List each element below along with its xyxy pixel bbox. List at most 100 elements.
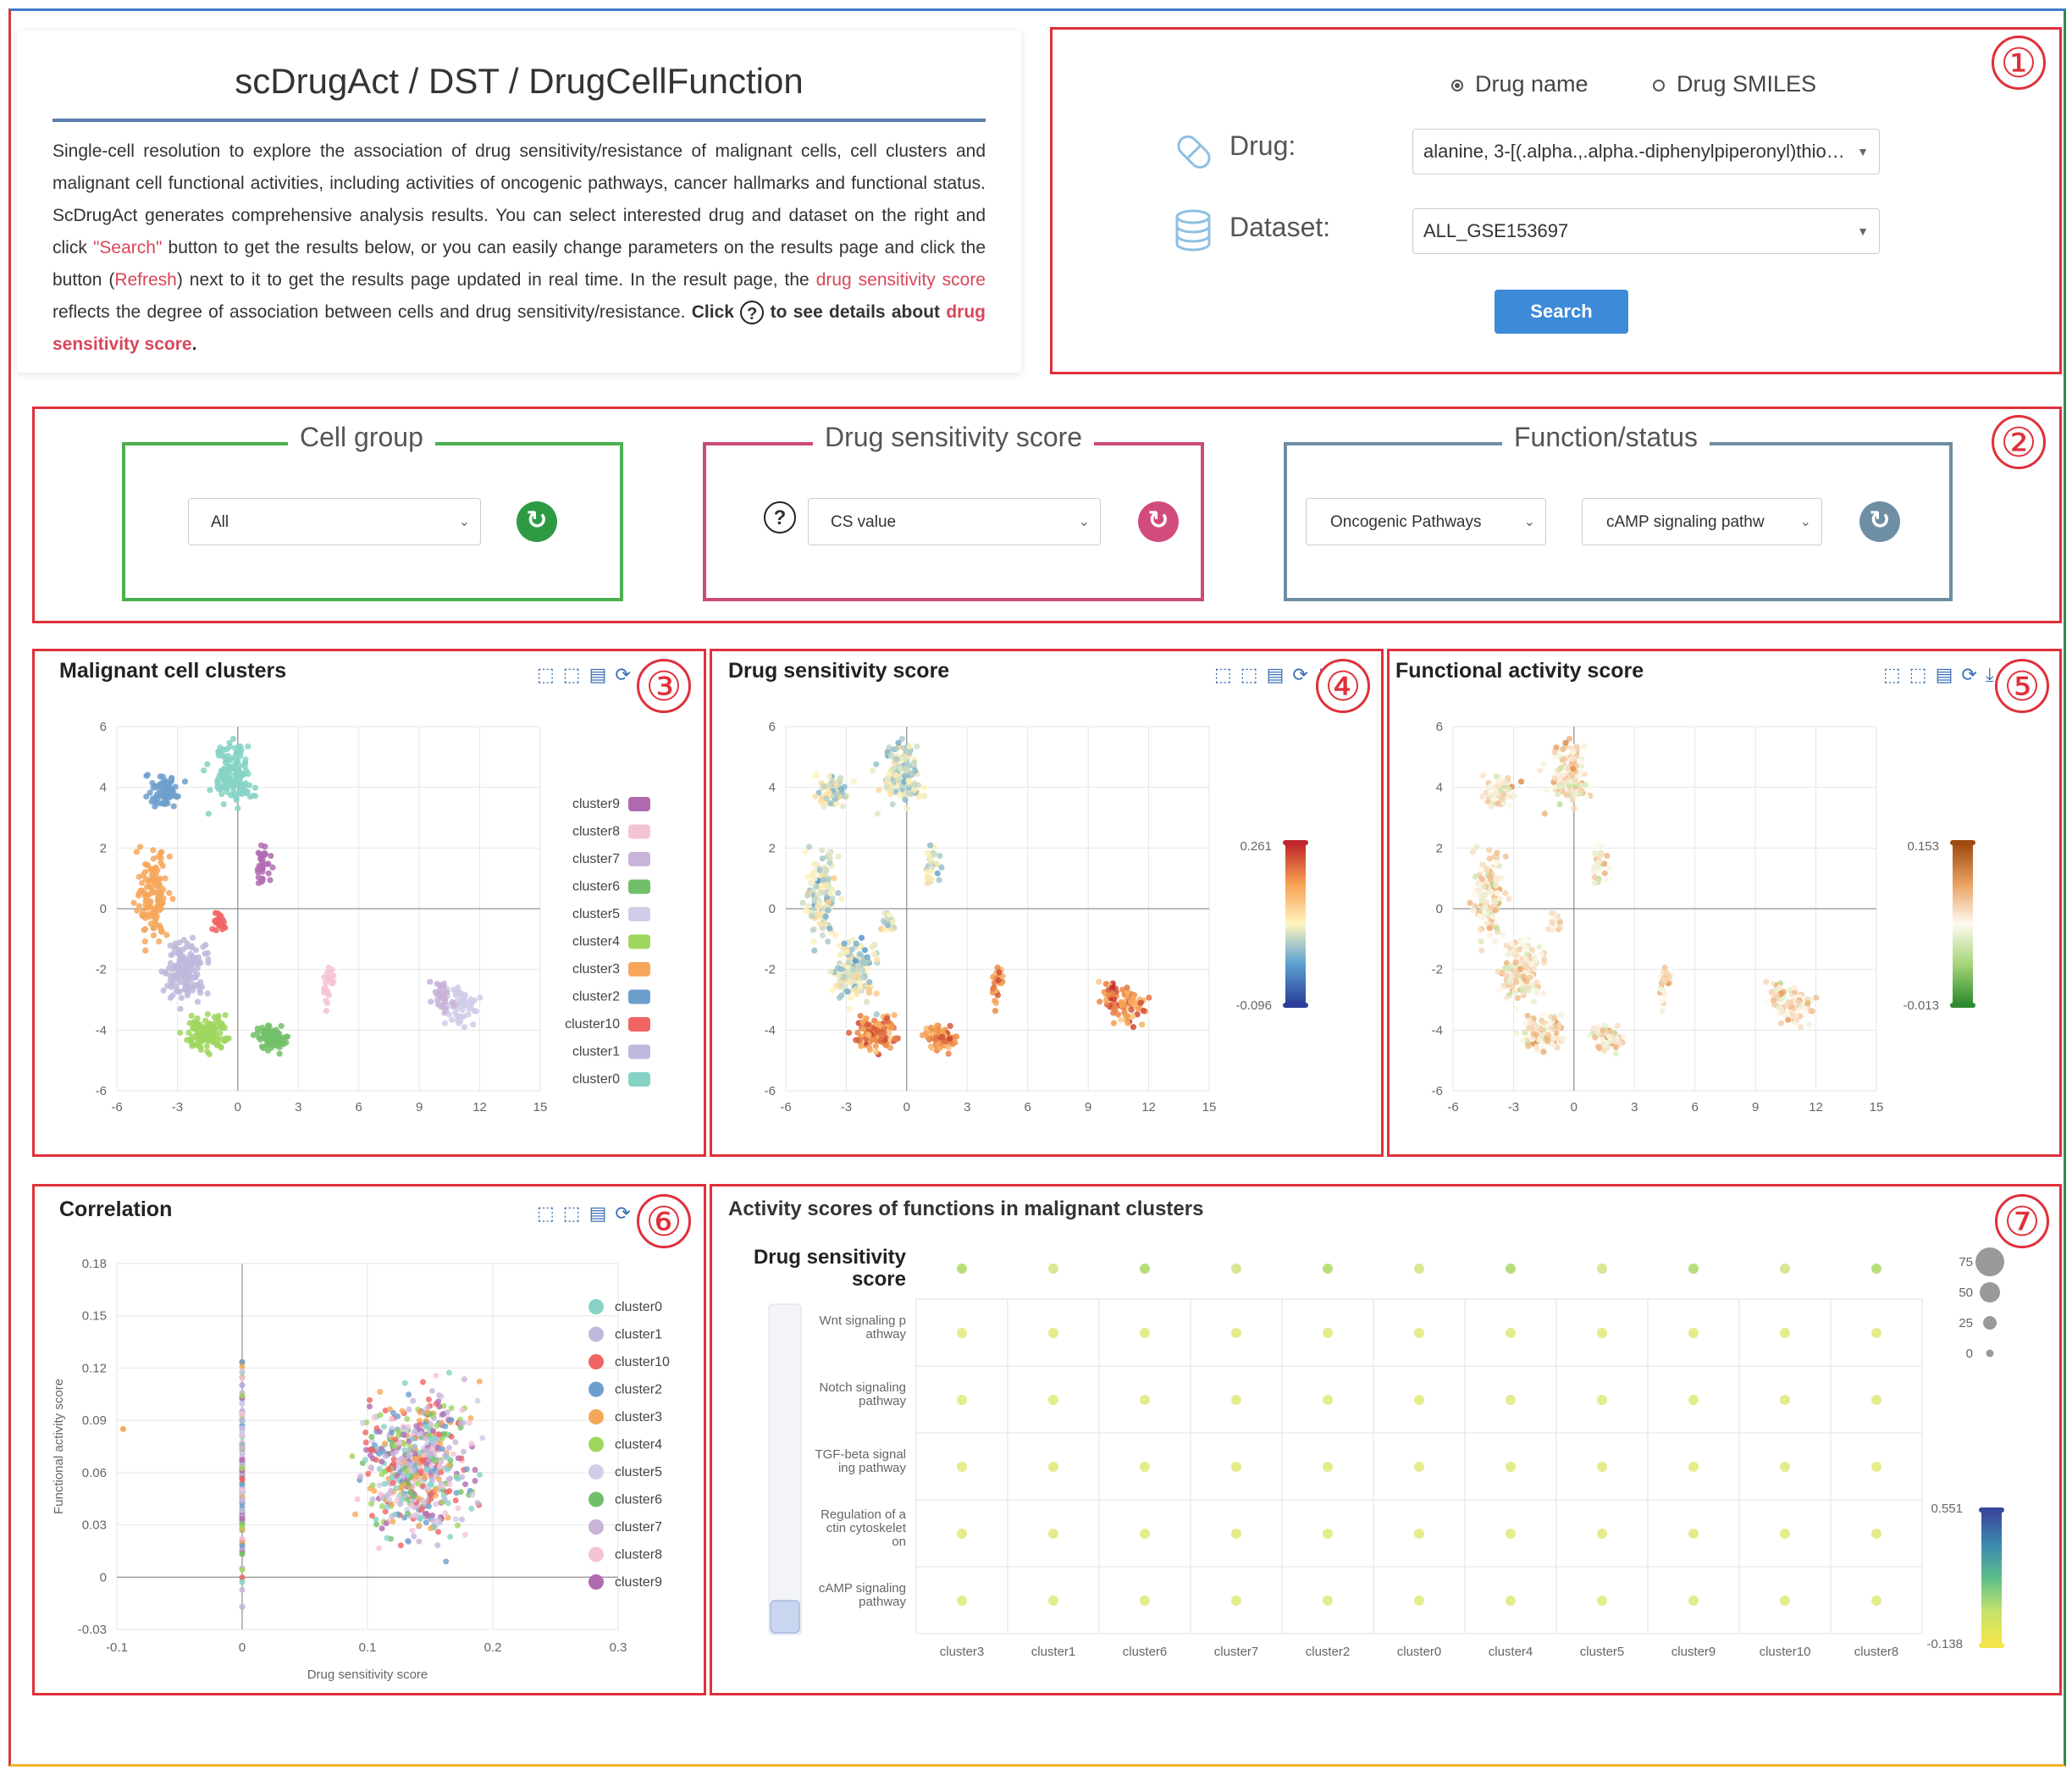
x-tick-label: 12 xyxy=(1141,1100,1156,1115)
data-point xyxy=(188,1012,195,1020)
data-point xyxy=(932,1027,939,1034)
dataset-select[interactable]: ALL_GSE153697 ▼ xyxy=(1412,208,1880,254)
data-point xyxy=(251,784,259,791)
data-point xyxy=(265,1042,272,1048)
data-point xyxy=(204,761,211,768)
column-label: cluster6 xyxy=(1123,1645,1168,1659)
data-point xyxy=(1581,743,1588,749)
data-point xyxy=(265,860,272,867)
data-point xyxy=(1482,891,1489,898)
restore-icon[interactable]: ⟳ xyxy=(615,1203,639,1224)
data-point xyxy=(428,1387,435,1394)
data-view-icon[interactable]: ▤ xyxy=(588,664,616,685)
restore-icon[interactable]: ⟳ xyxy=(1292,664,1317,685)
zoom-icon[interactable]: ⬚ xyxy=(1883,664,1909,685)
data-point xyxy=(390,1518,396,1525)
legend-swatch xyxy=(588,1381,604,1397)
data-point xyxy=(1555,753,1562,760)
restore-icon[interactable]: ⟳ xyxy=(1961,664,1986,685)
data-point xyxy=(870,950,877,957)
data-point xyxy=(435,1519,442,1526)
data-point xyxy=(445,1445,452,1452)
help-icon[interactable]: ? xyxy=(740,301,765,325)
data-point xyxy=(445,1500,451,1507)
data-view-icon[interactable]: ▤ xyxy=(1935,664,1962,685)
data-point xyxy=(359,1419,366,1426)
data-point xyxy=(1579,767,1586,774)
zoom-reset-icon[interactable]: ⬚ xyxy=(1909,664,1936,685)
data-point xyxy=(1482,910,1489,917)
search-button[interactable]: Search xyxy=(1495,290,1628,334)
radio-drug-smiles[interactable]: Drug SMILES xyxy=(1653,71,1816,97)
heat-dot xyxy=(1688,1462,1699,1472)
zoom-icon[interactable]: ⬚ xyxy=(1214,664,1240,685)
data-point xyxy=(937,852,943,860)
data-point xyxy=(366,1397,373,1403)
cell-group-refresh-icon[interactable]: ↻ xyxy=(517,501,557,542)
data-point xyxy=(213,926,219,934)
desc-refresh-link[interactable]: Refresh xyxy=(114,270,177,290)
radio-drug-name[interactable]: Drug name xyxy=(1451,71,1589,97)
zoom-icon[interactable]: ⬚ xyxy=(537,664,563,685)
data-point xyxy=(441,1009,448,1016)
data-point xyxy=(825,907,832,914)
data-point xyxy=(1620,1033,1627,1040)
dss-select[interactable]: CS value ⌄ xyxy=(808,498,1101,545)
cell-group-select[interactable]: All ⌄ xyxy=(188,498,481,545)
data-point xyxy=(820,925,826,932)
dss-refresh-icon[interactable]: ↻ xyxy=(1138,501,1179,542)
function-refresh-icon[interactable]: ↻ xyxy=(1859,501,1900,542)
desc-search-link[interactable]: "Search" xyxy=(92,238,163,257)
malignant-title: Malignant cell clusters xyxy=(59,659,287,683)
data-point xyxy=(477,1471,483,1478)
function-category-select[interactable]: Oncogenic Pathways ⌄ xyxy=(1306,498,1546,545)
data-point xyxy=(383,1520,390,1527)
data-point xyxy=(369,1446,376,1453)
top-row-label: score xyxy=(852,1268,906,1291)
data-point xyxy=(1605,864,1612,871)
data-point xyxy=(461,1024,468,1031)
zoom-icon[interactable]: ⬚ xyxy=(537,1203,563,1224)
zoom-reset-icon[interactable]: ⬚ xyxy=(562,1203,589,1224)
data-point xyxy=(1486,932,1494,939)
download-icon[interactable]: ⤓ xyxy=(1985,664,2003,685)
data-point xyxy=(1603,877,1610,883)
zoom-reset-icon[interactable]: ⬚ xyxy=(1240,664,1267,685)
heat-dot xyxy=(1231,1529,1241,1539)
data-point xyxy=(415,1480,422,1487)
drug-select[interactable]: alanine, 3-[(.alpha.,.alpha.-diphenylpip… xyxy=(1412,129,1880,174)
data-point xyxy=(1487,925,1494,932)
data-point xyxy=(222,1011,229,1019)
data-point xyxy=(804,903,812,910)
column-label: cluster4 xyxy=(1489,1645,1533,1659)
y-tick-label: 6 xyxy=(100,720,107,734)
data-point xyxy=(435,1398,442,1405)
data-point xyxy=(874,810,881,817)
data-point xyxy=(224,745,230,753)
data-point xyxy=(476,1378,483,1385)
y-tick-label: 0.09 xyxy=(82,1413,107,1428)
dss-help-icon[interactable]: ? xyxy=(764,501,796,534)
data-point xyxy=(239,1363,246,1370)
data-point xyxy=(837,786,845,793)
data-point xyxy=(184,1037,191,1043)
function-select[interactable]: cAMP signaling pathw ⌄ xyxy=(1582,498,1822,545)
desc-dss-link[interactable]: drug sensitivity score xyxy=(815,270,986,290)
data-point xyxy=(1484,798,1491,805)
data-view-icon[interactable]: ▤ xyxy=(588,1203,616,1224)
data-point xyxy=(1533,1032,1539,1038)
desc-dss-link-2[interactable]: drug sensitivity score xyxy=(52,302,986,354)
data-point xyxy=(434,1542,441,1549)
data-point xyxy=(474,1397,481,1404)
zoom-reset-icon[interactable]: ⬚ xyxy=(562,664,589,685)
row-slider[interactable] xyxy=(768,1303,802,1635)
data-point xyxy=(239,1465,246,1472)
x-tick-label: 0 xyxy=(1571,1100,1577,1115)
slider-handle[interactable] xyxy=(770,1600,800,1634)
data-point xyxy=(367,1464,374,1471)
heat-dot xyxy=(1688,1395,1699,1405)
data-view-icon[interactable]: ▤ xyxy=(1266,664,1293,685)
legend-label: cluster10 xyxy=(565,1017,620,1032)
restore-icon[interactable]: ⟳ xyxy=(615,664,639,685)
